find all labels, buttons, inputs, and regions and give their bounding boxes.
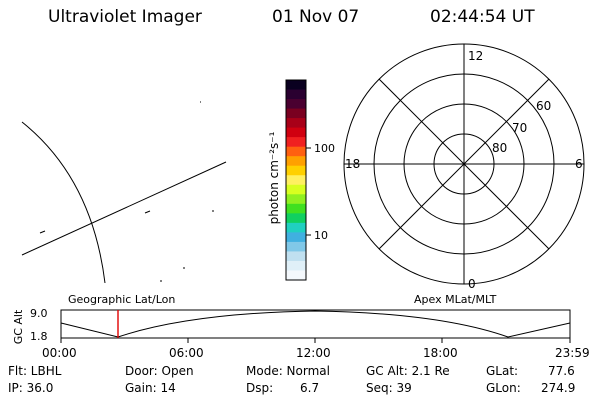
colorbar-tick-label-10: 10 [314,229,328,242]
date-label: 01 Nov 07 [272,7,360,27]
lat-line [21,161,227,256]
timeline-y-tick-bottom: 1.8 [30,330,48,343]
colorbar-swatch [286,108,306,119]
lat-label-60: 60 [536,99,551,113]
colorbar-swatch [286,251,306,262]
info-glon-label: GLon: [486,381,521,395]
colorbar-swatch [286,270,306,281]
colorbar-swatch [286,118,306,129]
time-label: 02:44:54 UT [430,7,535,27]
lat-label-80: 80 [492,141,507,155]
colorbar-swatch [286,241,306,253]
colorbar-swatch [286,260,306,272]
colorbar-swatch [286,194,306,205]
timeline-y-axis-label: GC Alt [12,309,25,344]
geographic-image-panel [21,101,227,284]
lat-label-70: 70 [512,121,527,135]
colorbar-swatch [286,184,306,195]
info-dsp-label: Dsp: [246,381,274,395]
info-door: Door: Open [125,364,194,378]
colorbar-swatch [286,213,306,224]
colorbar-frame [285,79,307,281]
colorbar-swatch [286,175,306,186]
mlt-label-6: 6 [575,157,583,171]
timeline-right-label: Apex MLat/MLT [414,293,497,306]
colorbar-unit-label: photon cm⁻²s⁻¹ [267,131,281,224]
time-tick-2359: 23:59 [555,346,590,360]
colorbar-swatch [286,165,306,176]
info-flt: Flt: LBHL [8,364,62,378]
time-tick-1800: 18:00 [423,346,458,360]
timeline-ticks [60,338,571,343]
info-ip: IP: 36.0 [8,381,54,395]
colorbar-swatch [286,127,306,138]
timeline-left-label: Geographic Lat/Lon [68,293,175,306]
info-dsp-value: 6.7 [300,381,320,395]
colorbar-swatch [286,89,306,100]
polar-grid [343,43,585,285]
info-glon-value: 274.9 [541,381,576,395]
info-glat-value: 77.6 [548,364,575,378]
time-tick-0000: 00:00 [42,346,77,360]
info-gain: Gain: 14 [125,381,176,395]
timeline-frame [60,309,571,339]
colorbar-tick-label-100: 100 [314,142,335,155]
colorbar-swatch [286,232,306,243]
info-gc-alt: GC Alt: 2.1 Re [366,364,450,378]
colorbar-swatch [286,137,306,148]
colorbar-swatch [286,156,306,167]
info-glat-label: GLat: [486,364,519,378]
colorbar-swatch [286,222,306,233]
colorbar-swatch [286,80,306,91]
lon-line-curve [21,121,106,284]
mlt-label-12: 12 [468,49,483,63]
speck [39,230,46,234]
time-tick-0600: 06:00 [169,346,204,360]
speck [144,210,151,214]
colorbar-swatch [286,99,306,110]
info-mode: Mode: Normal [246,364,330,378]
colorbar [286,80,306,281]
time-tick-1200: 12:00 [296,346,331,360]
mlt-label-18: 18 [345,157,360,171]
timeline-y-tick-top: 9.0 [30,307,48,320]
polar-diagonal [378,78,550,250]
colorbar-swatch [286,146,306,157]
colorbar-swatch [286,203,306,214]
info-seq: Seq: 39 [366,381,412,395]
instrument-title: Ultraviolet Imager [48,7,202,27]
orbit-altitude-curve [60,310,571,338]
mlt-label-0: 0 [468,277,476,291]
